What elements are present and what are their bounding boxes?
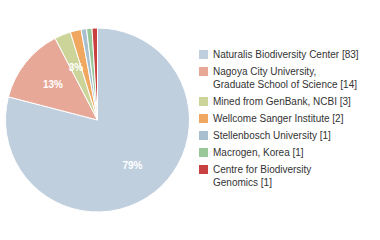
svg-text:13%: 13% [43, 79, 63, 90]
svg-text:79%: 79% [122, 160, 142, 171]
html-text:Nagoya City University, Gradua: Nagoya City University, Graduate School … [213, 65, 357, 90]
html-text:Centre for Biodiversity Genomi: Centre for Biodiversity Genomics [1] [213, 163, 312, 188]
html-text:Mined from GenBank, NCBI [3]: Mined from GenBank, NCBI [3] [213, 95, 351, 107]
html-text:Wellcome Sanger Institute [2]: Wellcome Sanger Institute [2] [213, 112, 344, 124]
html-text:Naturalis Biodiversity Center: Naturalis Biodiversity Center [83] [213, 48, 359, 60]
html-text:Stellenbosch University [1]: Stellenbosch University [1] [213, 129, 331, 141]
html-text:Macrogen, Korea [1]: Macrogen, Korea [1] [213, 146, 304, 158]
svg-text:3%: 3% [69, 62, 84, 73]
